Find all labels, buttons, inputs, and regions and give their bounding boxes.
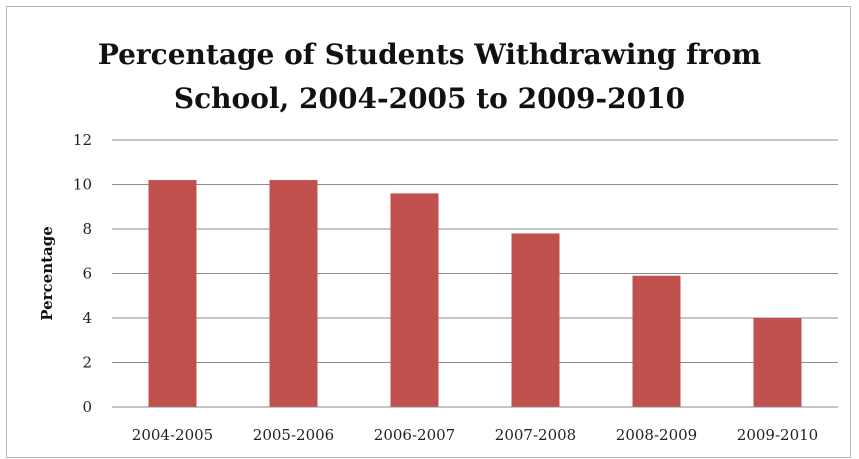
- bar-2007-2008: [511, 233, 560, 407]
- x-tick-label: 2006-2007: [374, 426, 455, 444]
- bars: [148, 180, 802, 407]
- y-axis-label: Percentage: [38, 226, 56, 321]
- y-tick-label: 6: [82, 265, 92, 283]
- bar-2006-2007: [390, 193, 439, 407]
- y-tick-label: 10: [73, 176, 92, 194]
- gridlines: [112, 139, 838, 363]
- y-tick-label: 2: [82, 354, 92, 372]
- x-tick-label: 2004-2005: [132, 426, 213, 444]
- x-tick-label: 2007-2008: [495, 426, 576, 444]
- bar-2009-2010: [753, 318, 802, 407]
- x-tick-label: 2008-2009: [616, 426, 697, 444]
- y-axis-ticks: 0 2 4 6 8 10 12: [73, 131, 92, 416]
- y-tick-label: 12: [73, 131, 92, 149]
- x-tick-label: 2009-2010: [737, 426, 818, 444]
- y-tick-label: 8: [82, 220, 92, 238]
- x-tick-label: 2005-2006: [253, 426, 334, 444]
- y-tick-label: 0: [82, 398, 92, 416]
- bar-2005-2006: [269, 180, 318, 407]
- bar-2004-2005: [148, 180, 197, 407]
- bar-2008-2009: [632, 275, 681, 407]
- chart-title: Percentage of Students Withdrawing from …: [97, 38, 762, 115]
- x-axis-ticks: 2004-2005 2005-2006 2006-2007 2007-2008 2008…: [132, 426, 818, 444]
- y-tick-label: 4: [82, 309, 92, 327]
